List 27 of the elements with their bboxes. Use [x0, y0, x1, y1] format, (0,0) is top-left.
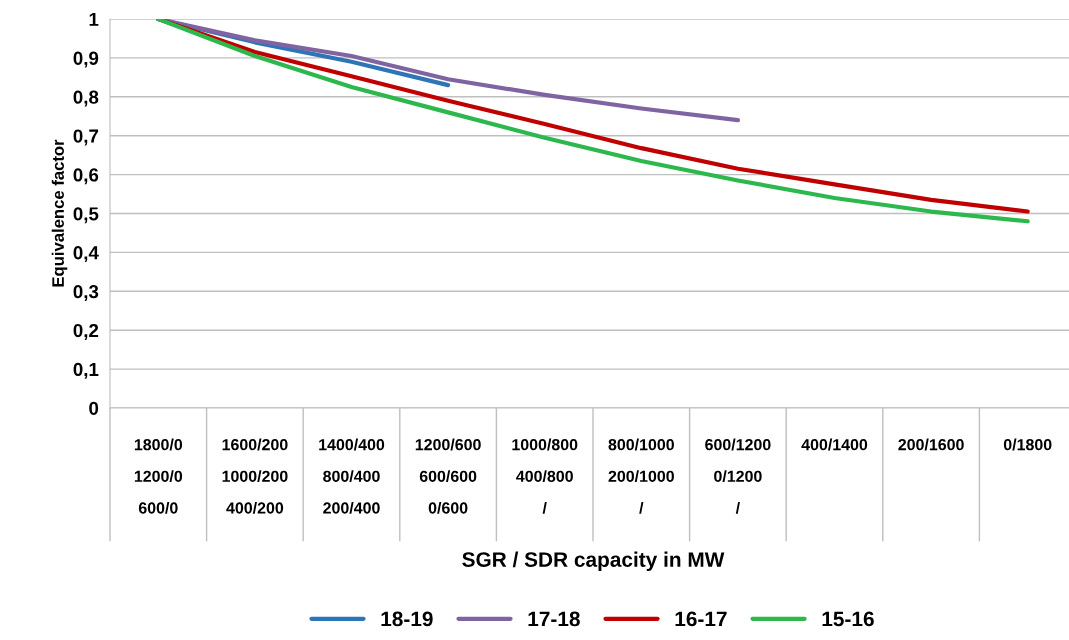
y-tick-label: 0,1 — [73, 362, 99, 379]
category-label: 1000/800 400/800 / — [512, 438, 578, 514]
y-tick-label: 0,2 — [73, 323, 99, 340]
y-tick-label: 1 — [89, 12, 99, 26]
category-label: 1800/0 1200/0 600/0 — [134, 438, 183, 514]
category-label: 1400/400 800/400 200/400 — [319, 438, 385, 514]
legend-label: 16-17 — [675, 611, 727, 627]
x-axis-title: SGR / SDR capacity in MW — [462, 551, 725, 572]
x-tick-label: 200/1600 — [898, 438, 964, 451]
y-tick-label: 0,3 — [73, 285, 99, 301]
y-tick-label: 0,7 — [73, 129, 99, 146]
legend-label: 17-18 — [528, 611, 580, 627]
y-tick-label: 0 — [89, 401, 99, 415]
category-label: 1200/600 600/600 0/600 — [415, 438, 481, 514]
category-label: 800/1000 200/1000 / — [608, 438, 674, 514]
x-tick-label: 0/1800 — [1003, 438, 1052, 451]
y-tick-label: 0,9 — [73, 51, 99, 68]
category-label: 600/1200 0/1200 / — [705, 438, 771, 514]
y-tick-label: 0,8 — [73, 90, 99, 107]
y-tick-label: 0,5 — [73, 207, 99, 224]
legend-label: 18-19 — [381, 611, 433, 627]
y-tick-label: 0,6 — [73, 168, 99, 185]
y-axis-title: Equivalence factor — [51, 139, 68, 287]
x-tick-label: 400/1400 — [801, 438, 868, 451]
legend-label: 15-16 — [822, 611, 874, 627]
category-label: 1600/200 1000/200 400/200 — [222, 438, 288, 514]
y-tick-label: 0,4 — [73, 246, 99, 263]
